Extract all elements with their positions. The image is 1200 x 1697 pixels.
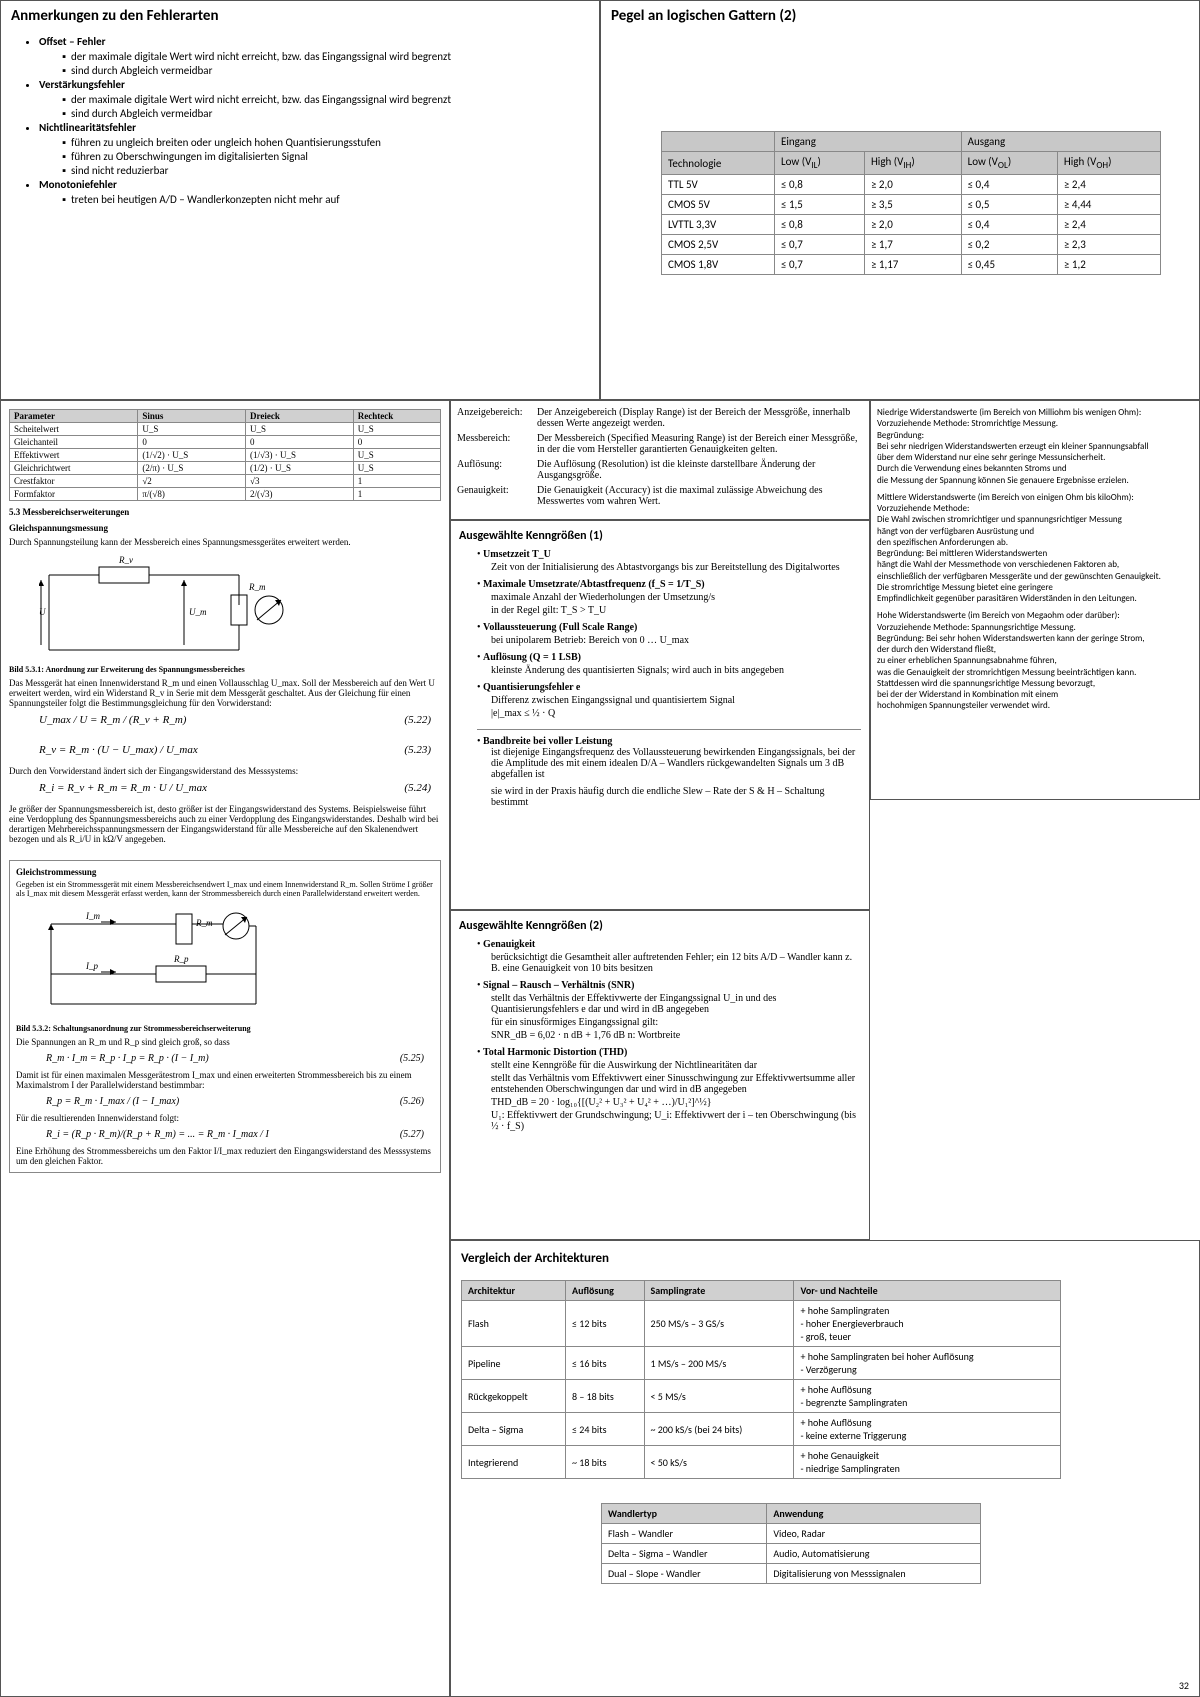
- p: Durch Spannungsteilung kann der Messbere…: [9, 537, 441, 547]
- panel-definitions: Anzeigebereich:Der Anzeigebereich (Displ…: [450, 400, 870, 520]
- p: Für die resultierenden Innenwiderstand f…: [16, 1113, 434, 1123]
- svg-text:U_m: U_m: [189, 607, 207, 617]
- arch-table: ArchitekturAuflösungSamplingrateVor- und…: [461, 1280, 1061, 1479]
- svg-text:I_m: I_m: [85, 911, 100, 921]
- svg-text:R_m: R_m: [248, 582, 266, 592]
- title: Anmerkungen zu den Fehlerarten: [11, 7, 589, 25]
- caption: Bild 5.3.1: Anordnung zur Erweiterung de…: [9, 665, 441, 674]
- circuit-voltage-divider: R_v R_m U U_m: [39, 555, 299, 665]
- sub2: Gleichstrommessung: [16, 867, 434, 877]
- panel-fehlerarten: Anmerkungen zu den Fehlerarten Offset – …: [0, 0, 600, 400]
- svg-text:U: U: [39, 607, 46, 617]
- p: Damit ist für einen maximalen Messgeräte…: [16, 1070, 434, 1090]
- panel-pegel: Pegel an logischen Gattern (2) EingangAu…: [600, 0, 1200, 400]
- title: Ausgewählte Kenngrößen (2): [459, 919, 861, 933]
- caption2: Bild 5.3.2: Schaltungsanordnung zur Stro…: [16, 1024, 434, 1033]
- title: Ausgewählte Kenngrößen (1): [459, 529, 861, 543]
- title: Pegel an logischen Gattern (2): [611, 7, 1189, 25]
- panel-messbereich: ParameterSinusDreieckRechteck Scheitelwe…: [0, 400, 450, 1697]
- param-table: ParameterSinusDreieckRechteck Scheitelwe…: [9, 409, 441, 501]
- panel-kg2: Ausgewählte Kenngrößen (2) • Genauigkeit…: [450, 910, 870, 1240]
- svg-text:R_m: R_m: [195, 918, 213, 928]
- p: Die Spannungen an R_m und R_p sind gleic…: [16, 1037, 434, 1047]
- section-5-3: 5.3 Messbereichserweiterungen: [9, 507, 441, 517]
- title: Vergleich der Architekturen: [461, 1251, 1189, 1266]
- p: Je größer der Spannungsmessbereich ist, …: [9, 804, 441, 844]
- svg-text:I_p: I_p: [85, 961, 98, 971]
- wandlertyp-table: WandlertypAnwendungFlash – WandlerVideo,…: [601, 1503, 981, 1584]
- page-number: 32: [1179, 1679, 1189, 1692]
- p: Gegeben ist ein Strommessgerät mit einem…: [16, 880, 434, 898]
- svg-text:R_v: R_v: [118, 555, 133, 565]
- svg-text:R_p: R_p: [173, 954, 189, 964]
- circuit-current-shunt: R_p R_m I_m I_p I: [46, 904, 306, 1024]
- panel-architekturen: Vergleich der Architekturen ArchitekturA…: [450, 1240, 1200, 1697]
- panel-resistance: Niedrige Widerstandswerte (im Bereich vo…: [870, 400, 1200, 800]
- p: Durch den Vorwiderstand ändert sich der …: [9, 766, 441, 776]
- panel-kg1: Ausgewählte Kenngrößen (1) • Umsetzzeit …: [450, 520, 870, 910]
- p: Eine Erhöhung des Strommessbereichs um d…: [16, 1146, 434, 1166]
- p: Das Messgerät hat einen Innenwiderstand …: [9, 678, 441, 708]
- sub: Gleichspannungsmessung: [9, 523, 441, 533]
- pegel-table: EingangAusgang TechnologieLow (VIL)High …: [661, 131, 1161, 275]
